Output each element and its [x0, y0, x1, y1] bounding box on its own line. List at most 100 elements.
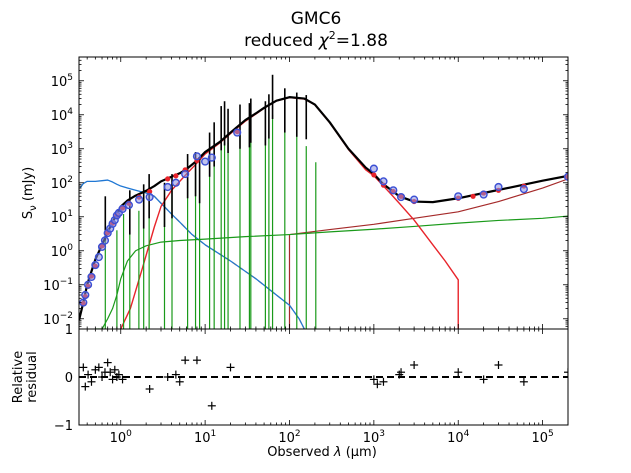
residual-point: [519, 377, 528, 386]
residual-point: [454, 368, 463, 377]
observed-flux-point: [396, 192, 406, 202]
observed-flux-point: [479, 190, 488, 199]
residual-point: [226, 363, 235, 372]
series-radio-emission: [288, 178, 568, 329]
model-flux-point: [470, 193, 476, 199]
subtitle-prefix: reduced: [244, 31, 319, 51]
residual-point: [103, 358, 112, 367]
x-tick-label-base: 10: [531, 431, 548, 446]
observed-flux-point: [181, 169, 190, 179]
observed-flux-point: [134, 195, 144, 204]
subtitle-value: =1.88: [336, 31, 388, 51]
residual-point: [369, 375, 378, 384]
x-tick-label-exp: 1: [211, 429, 217, 439]
residual-point: [494, 361, 503, 369]
ylabel-main: S: [21, 211, 36, 219]
y-tick-label-base: 10: [43, 279, 60, 294]
residual-point: [98, 373, 107, 381]
y-tick-label: 104: [51, 107, 74, 124]
observed-flux-point: [81, 290, 90, 300]
x-tick-label: 102: [278, 429, 300, 446]
observed-flux-point: [494, 182, 503, 192]
residual-point: [106, 368, 115, 377]
observed-flux-point: [379, 177, 388, 186]
x-tick-label-exp: 0: [126, 429, 132, 439]
xlabel-prefix: Observed: [267, 445, 334, 460]
observed-flux-point: [454, 192, 463, 201]
residual-point: [84, 370, 93, 379]
x-tick-label-exp: 3: [379, 429, 385, 439]
residual-point: [94, 363, 103, 372]
y-tick-label-exp: 3: [67, 141, 73, 151]
observed-flux-point: [171, 178, 180, 187]
observed-flux-point: [124, 201, 134, 210]
model-flux-point: [371, 172, 377, 178]
x-tick-label-base: 10: [278, 431, 295, 446]
y-tick-label-base: 10: [51, 109, 68, 124]
residual-point: [175, 377, 184, 386]
y-tick-label-exp: −2: [60, 311, 73, 321]
y-tick-label: 105: [51, 73, 73, 90]
xlabel-lambda: λ: [333, 445, 342, 460]
x-tick-label-base: 10: [363, 431, 380, 446]
residual-y-label: Relativeresidual: [11, 351, 40, 403]
series-nebular-emission: [95, 215, 568, 329]
observed-flux-point: [94, 253, 103, 262]
residual-ylabel-line2: residual: [25, 351, 40, 403]
x-tick-label-base: 10: [194, 431, 211, 446]
observed-flux-point: [207, 153, 216, 162]
chart-title: GMC6: [291, 9, 342, 29]
observed-flux-point: [83, 280, 93, 289]
y-tick-label: 103: [51, 141, 73, 158]
residual-point: [410, 361, 419, 369]
residual-point: [118, 375, 127, 384]
x-tick-label: 100: [110, 429, 133, 446]
observed-flux-point: [97, 242, 107, 251]
y-tick-label-exp: 1: [67, 209, 73, 219]
residual-point: [171, 370, 180, 379]
y-tick-label: 102: [51, 175, 73, 192]
x-tick-label: 103: [363, 429, 385, 446]
chart-subtitle: reduced χ2=1.88: [244, 29, 388, 51]
observed-flux-point: [201, 157, 210, 166]
series-total-model: [79, 96, 568, 321]
y-axis-label: Sν (mJy): [21, 167, 39, 219]
x-tick-label-base: 10: [110, 431, 127, 446]
x-tick-label: 104: [447, 429, 470, 446]
observed-flux-point: [519, 185, 528, 194]
residual-point: [87, 377, 96, 386]
residual-point: [163, 373, 172, 381]
residual-ylabel-line1: Relative: [11, 351, 26, 403]
y-tick-label: 10−2: [43, 311, 73, 328]
x-tick-label: 105: [531, 429, 553, 446]
xlabel-unit: (μm): [342, 445, 377, 460]
y-tick-label-base: 10: [51, 177, 68, 192]
y-tick-label-exp: 5: [67, 73, 73, 83]
y-tick-label-base: 10: [51, 75, 68, 90]
y-tick-label-exp: 0: [67, 243, 73, 253]
observed-flux-point: [369, 164, 378, 173]
observed-flux-point: [91, 260, 100, 270]
x-tick-label-exp: 4: [464, 429, 470, 439]
model-flux-point: [165, 176, 171, 182]
observed-flux-point: [233, 128, 242, 137]
residual-plot-area: −101 100 101 102 103 104 105: [54, 323, 569, 446]
observed-flux-point: [145, 192, 154, 202]
observed-flux-point: [100, 236, 110, 245]
model-flux-point: [173, 173, 179, 179]
x-tick-label-exp: 2: [295, 429, 301, 439]
residual-point: [373, 380, 382, 389]
residual-point: [145, 385, 154, 393]
residual-point: [81, 382, 90, 391]
residual-point: [79, 363, 88, 372]
y-tick-label: 100: [51, 243, 74, 260]
residual-point: [479, 375, 488, 384]
residual-point: [181, 356, 190, 365]
y-tick-label-exp: 2: [67, 175, 73, 185]
model-flux-point: [147, 188, 153, 195]
observed-flux-point: [163, 182, 172, 192]
y-tick-label: 101: [51, 209, 73, 226]
y-tick-label-base: 10: [51, 245, 68, 260]
x-tick-label-base: 10: [447, 431, 464, 446]
